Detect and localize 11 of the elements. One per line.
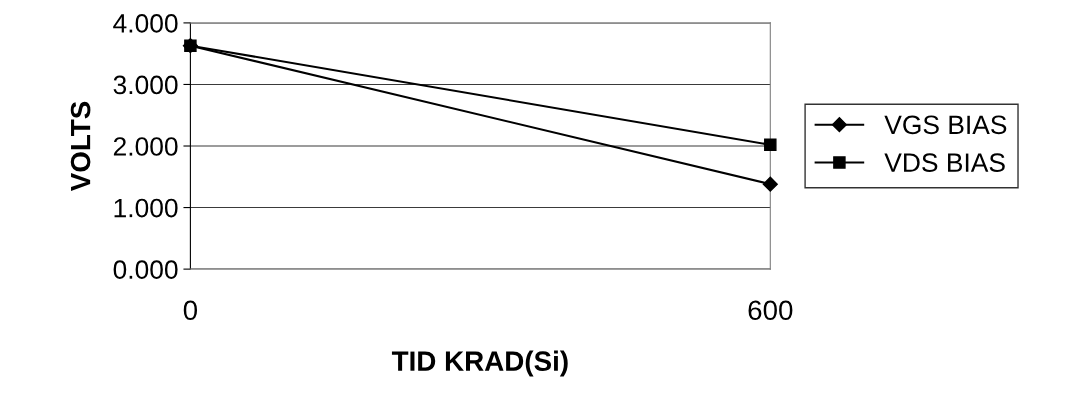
y-tick-label: 1.000 xyxy=(114,198,178,218)
legend-label: VDS BIAS xyxy=(884,153,1005,172)
x-axis-title: TID KRAD(Si) xyxy=(391,350,568,377)
y-tick-label: 0.000 xyxy=(113,260,178,279)
y-tick-label: 2.000 xyxy=(113,137,178,156)
y-tick-label: 4.000 xyxy=(113,14,178,33)
legend-label: VGS BIAS xyxy=(884,115,1007,135)
x-tick-label: 600 xyxy=(748,300,793,321)
x-tick-label: 0 xyxy=(183,300,198,321)
y-tick-label: 3.000 xyxy=(113,75,178,95)
y-axis-title: VOLTS xyxy=(70,101,91,192)
